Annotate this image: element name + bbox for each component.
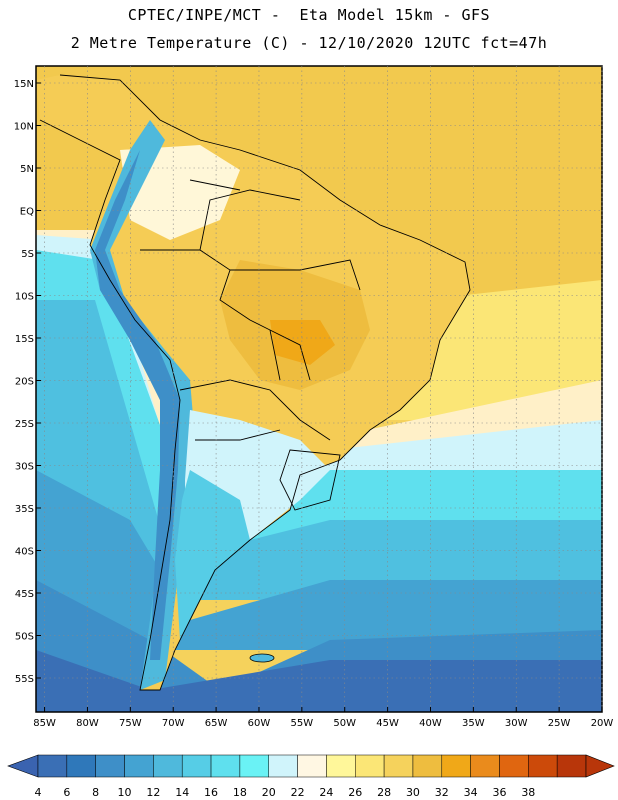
colorbar-swatch	[383, 754, 414, 778]
lon-label: 45W	[376, 718, 399, 729]
lat-label: 15S	[15, 334, 34, 345]
lat-label: 25S	[15, 419, 34, 430]
lat-label: 10S	[15, 292, 34, 303]
lon-label: 40W	[419, 718, 442, 729]
colorbar-swatch	[556, 754, 587, 778]
lat-label: 5S	[21, 249, 34, 260]
colorbar-label: 12	[146, 786, 160, 799]
lat-label: 15N	[14, 79, 34, 90]
falkland-islands	[249, 653, 275, 663]
hottest-core	[270, 320, 335, 365]
colorbar-swatch	[499, 754, 529, 778]
longitude-labels: 85W 80W 75W 70W 65W 60W 55W 50W 45W 40W 35W 30W 25W 2…	[33, 718, 613, 729]
map-frame	[35, 65, 603, 713]
title-line-2: 2 Metre Temperature (C) - 12/10/2020 12U…	[70, 34, 548, 52]
colorbar-swatch	[297, 754, 327, 778]
colorbar-label: 18	[233, 786, 247, 799]
lon-label: 55W	[291, 718, 314, 729]
lon-label: 80W	[76, 718, 99, 729]
colorbar-over-arrow	[585, 754, 615, 778]
country-borders	[39, 74, 471, 691]
lat-label: 40S	[15, 547, 34, 558]
lon-label: 35W	[462, 718, 485, 729]
lat-label: 45S	[15, 589, 34, 600]
andes-core	[95, 150, 180, 660]
lat-label: EQ	[20, 207, 34, 218]
lat-label: 20S	[15, 377, 34, 388]
south-america-land	[36, 75, 470, 690]
colorbar-swatch	[124, 754, 154, 778]
colorbar-label: 14	[175, 786, 189, 799]
colorbar-swatch	[441, 754, 471, 778]
lon-label: 30W	[505, 718, 528, 729]
latitude-labels: 15N 10N 5N EQ 5S 10S 15S 20S 25S 30S 35S 40S 45S 50S 5…	[14, 79, 34, 685]
ocean-lightblue-band	[36, 300, 602, 600]
colorbar-swatch	[239, 754, 269, 778]
colorbar-swatch	[153, 754, 183, 778]
colorbar-label: 22	[291, 786, 305, 799]
lon-label: 50W	[333, 718, 356, 729]
colorbar-label: 36	[492, 786, 506, 799]
southern-cone-cyan	[175, 470, 250, 640]
colorbar-label: 10	[118, 786, 132, 799]
lon-label: 20W	[591, 718, 614, 729]
colorbar-swatch	[37, 754, 68, 778]
lon-label: 25W	[548, 718, 571, 729]
colorbar-swatch	[470, 754, 500, 778]
lat-label: 35S	[15, 504, 34, 515]
lon-label: 65W	[205, 718, 228, 729]
colorbar	[7, 754, 615, 778]
colorbar-swatch	[268, 754, 298, 778]
map-field	[36, 66, 602, 712]
title-line-1: CPTEC/INPE/MCT - Eta Model 15km - GFS	[127, 6, 491, 24]
colorbar-swatch	[412, 754, 443, 778]
colorbar-under-arrow	[7, 754, 39, 778]
lon-label: 85W	[33, 718, 56, 729]
colorbar-label: 24	[319, 786, 333, 799]
ocean-deepblue-band	[36, 650, 602, 712]
colorbar-label: 6	[63, 786, 70, 799]
colorbar-label: 28	[377, 786, 391, 799]
lon-label: 75W	[119, 718, 142, 729]
colorbar-label: 20	[262, 786, 276, 799]
colorbar-label: 16	[204, 786, 218, 799]
colorbar-label: 34	[464, 786, 478, 799]
colorbar-swatch	[355, 754, 385, 778]
colorbar-label: 30	[406, 786, 420, 799]
colorbar-label: 4	[35, 786, 42, 799]
colorbar-label: 26	[348, 786, 362, 799]
grid-lines	[36, 66, 603, 712]
colorbar-label: 32	[435, 786, 449, 799]
lat-label: 30S	[15, 462, 34, 473]
lat-label: 10N	[14, 122, 34, 133]
colorbar-label: 38	[521, 786, 535, 799]
colorbar-labels: 4 6 8 10 12 14 16 18 20 22 24 26 28 30 32 34 36 38	[35, 786, 536, 799]
lat-label: 55S	[15, 674, 34, 685]
colorbar-swatch	[210, 754, 241, 778]
colorbar-label: 8	[92, 786, 99, 799]
colorbar-swatch	[181, 754, 212, 778]
lat-label: 5N	[20, 164, 34, 175]
colorbar-swatch	[326, 754, 356, 778]
lon-label: 60W	[248, 718, 271, 729]
colorbar-swatch	[528, 754, 558, 778]
ocean-pale-band	[36, 235, 602, 520]
lat-label: 50S	[15, 632, 34, 643]
colorbar-swatch	[95, 754, 125, 778]
lon-label: 70W	[162, 718, 185, 729]
colorbar-swatch	[66, 754, 96, 778]
